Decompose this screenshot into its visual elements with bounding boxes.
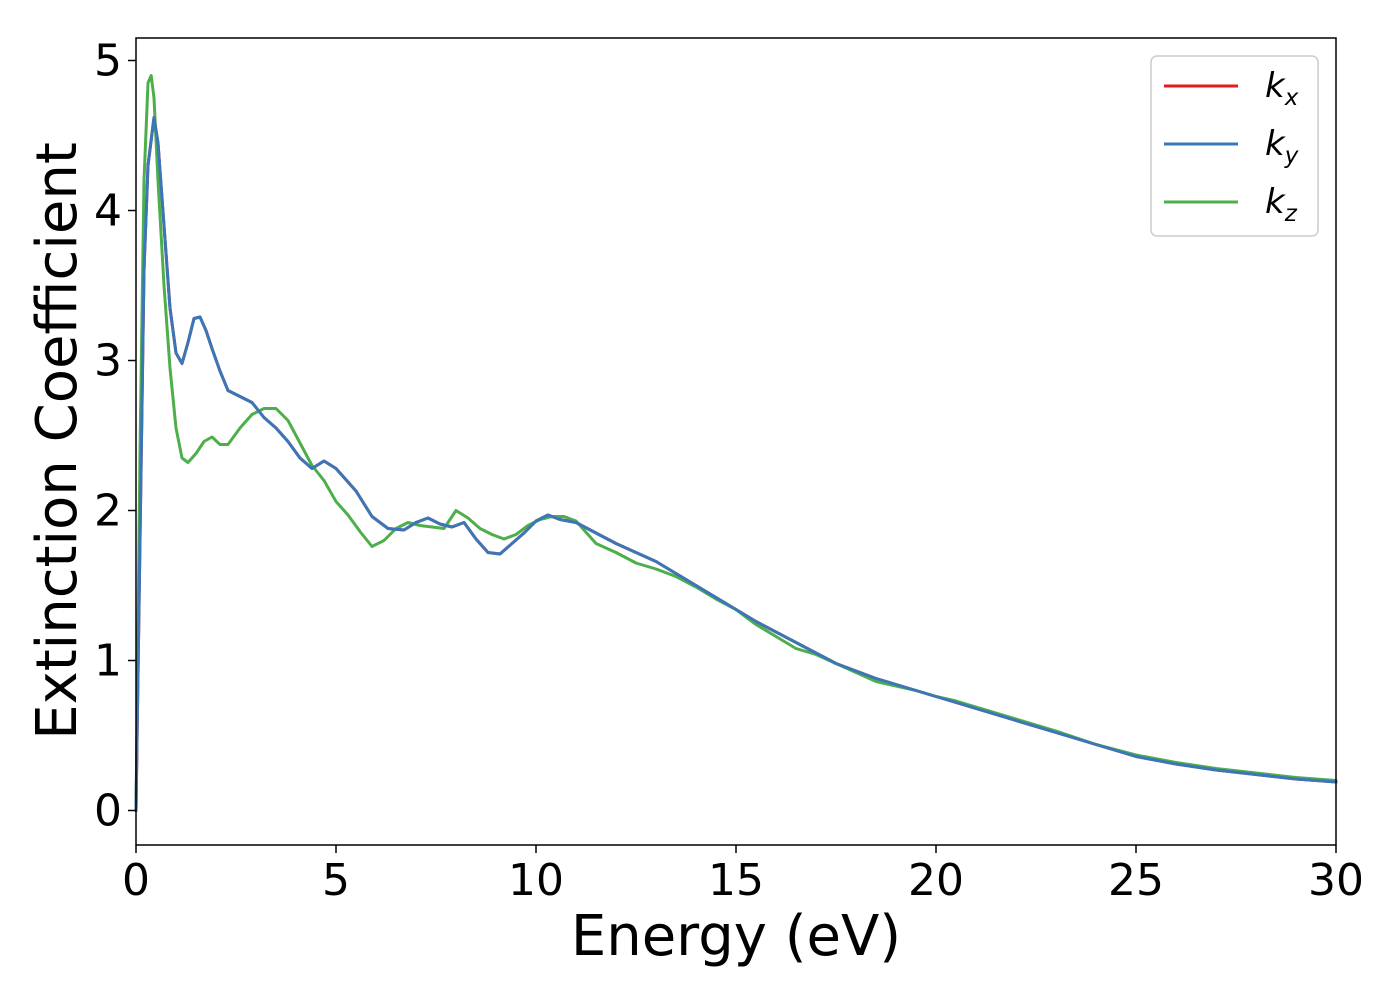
series-layer xyxy=(134,74,1338,812)
x-tick-label: 10 xyxy=(508,855,564,906)
y-tick-label: 0 xyxy=(94,786,122,837)
x-tick-label: 5 xyxy=(322,855,350,906)
x-axis-ticks: 0 5 10 15 20 25 30 xyxy=(122,845,1364,906)
y-tick-label: 3 xyxy=(94,336,122,387)
x-tick-label: 20 xyxy=(908,855,964,906)
series-line-y xyxy=(134,116,1338,812)
legend-label-z: kz xyxy=(1265,182,1298,227)
x-tick-label: 25 xyxy=(1108,855,1164,906)
x-tick-label: 15 xyxy=(708,855,764,906)
legend: kx ky kz xyxy=(1150,55,1319,237)
y-tick-label: 1 xyxy=(94,636,122,687)
x-tick-label: 30 xyxy=(1308,855,1364,906)
y-tick-label: 5 xyxy=(94,36,122,87)
y-tick-label: 2 xyxy=(94,486,122,537)
y-axis-ticks: 0 1 2 3 4 5 xyxy=(94,36,136,837)
legend-box xyxy=(1150,55,1319,237)
x-axis-title: Energy (eV) xyxy=(571,904,901,969)
y-tick-label: 4 xyxy=(94,186,122,237)
x-tick-label: 0 xyxy=(122,855,150,906)
legend-label-x: kx xyxy=(1265,66,1299,111)
legend-label-y: ky xyxy=(1265,124,1299,169)
y-axis-title: Extinction Coefficient xyxy=(25,142,90,740)
